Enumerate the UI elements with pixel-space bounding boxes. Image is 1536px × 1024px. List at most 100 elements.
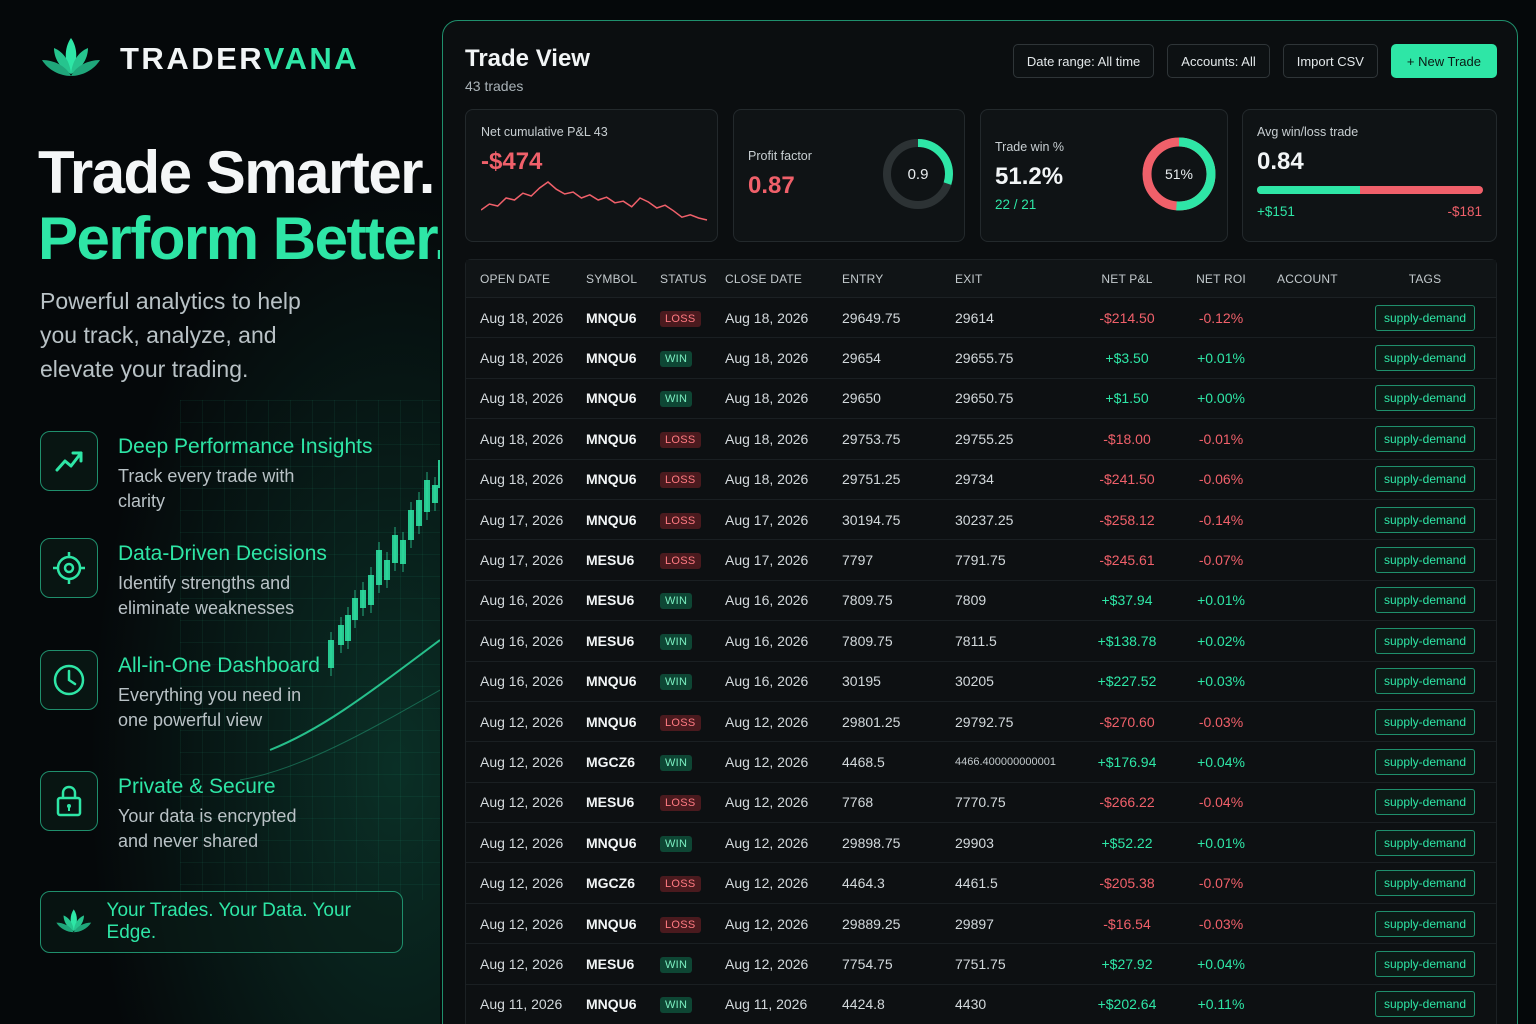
- header-net-pnl[interactable]: NET P&L: [1101, 271, 1153, 286]
- table-row[interactable]: Aug 12, 2026 MESU6 LOSS Aug 12, 2026 7768 777…: [466, 783, 1496, 824]
- table-row[interactable]: Aug 16, 2026 MNQU6 WIN Aug 16, 2026 30195 302…: [466, 662, 1496, 702]
- header-status[interactable]: STATUS: [660, 271, 707, 286]
- open-date-cell: Aug 18, 2026: [480, 430, 564, 447]
- tag-chip[interactable]: supply-demand: [1374, 587, 1476, 614]
- tag-chip[interactable]: supply-demand: [1374, 789, 1476, 816]
- tag-chip[interactable]: supply-demand: [1374, 466, 1476, 493]
- tags-cell: supply-demand: [1355, 345, 1495, 372]
- feature-title: Deep Performance Insights: [118, 435, 373, 458]
- table-row[interactable]: Aug 18, 2026 MNQU6 LOSS Aug 18, 2026 29751.2…: [466, 460, 1496, 500]
- table-row[interactable]: Aug 18, 2026 MNQU6 WIN Aug 18, 2026 29654 296…: [466, 338, 1496, 379]
- table-row[interactable]: Aug 11, 2026 MNQU6 WIN Aug 11, 2026 4424.8 44…: [466, 985, 1496, 1024]
- symbol-cell: MNQU6: [586, 996, 637, 1013]
- avg-win-amount: +$151: [1257, 204, 1295, 219]
- table-row[interactable]: Aug 18, 2026 MNQU6 WIN Aug 18, 2026 29650 296…: [466, 379, 1496, 420]
- header-close-date[interactable]: CLOSE DATE: [725, 271, 803, 286]
- status-cell: LOSS: [660, 470, 725, 489]
- tag-chip[interactable]: supply-demand: [1374, 506, 1476, 533]
- tag-chip[interactable]: supply-demand: [1374, 304, 1476, 331]
- new-trade-button[interactable]: + New Trade: [1390, 44, 1497, 78]
- table-row[interactable]: Aug 12, 2026 MGCZ6 WIN Aug 12, 2026 4468.5 44…: [466, 742, 1496, 783]
- table-row[interactable]: Aug 16, 2026 MESU6 WIN Aug 16, 2026 7809.75 7…: [466, 621, 1496, 662]
- tag-chip[interactable]: supply-demand: [1374, 748, 1476, 775]
- net-pnl-cell: -$266.22: [1099, 794, 1155, 811]
- net-pnl-cell: -$241.50: [1099, 471, 1155, 488]
- exit-cell: 7811.5: [955, 632, 997, 649]
- tag-chip[interactable]: supply-demand: [1374, 668, 1476, 695]
- accounts-button[interactable]: Accounts: All: [1167, 44, 1270, 78]
- tag-chip[interactable]: supply-demand: [1374, 627, 1476, 654]
- tag-chip[interactable]: supply-demand: [1374, 385, 1476, 412]
- candle-body: [416, 500, 422, 526]
- header-open-date[interactable]: OPEN DATE: [480, 271, 551, 286]
- entry-cell: 29650: [842, 390, 881, 407]
- candle-body: [328, 640, 334, 668]
- table-row[interactable]: Aug 17, 2026 MESU6 LOSS Aug 17, 2026 7797 779…: [466, 540, 1496, 581]
- table-row[interactable]: Aug 18, 2026 MNQU6 LOSS Aug 18, 2026 29649.7…: [466, 298, 1496, 339]
- header-account[interactable]: ACCOUNT: [1277, 271, 1338, 286]
- exit-cell: 7791.75: [955, 552, 1006, 569]
- feature-title: Data-Driven Decisions: [118, 542, 327, 565]
- tag-chip[interactable]: supply-demand: [1374, 425, 1476, 452]
- table-row[interactable]: Aug 16, 2026 MESU6 WIN Aug 16, 2026 7809.75 7…: [466, 581, 1496, 622]
- table-row[interactable]: Aug 17, 2026 MNQU6 LOSS Aug 17, 2026 30194.7…: [466, 500, 1496, 541]
- tag-chip[interactable]: supply-demand: [1374, 547, 1476, 574]
- table-row[interactable]: Aug 12, 2026 MNQU6 LOSS Aug 12, 2026 29889.2…: [466, 904, 1496, 945]
- close-date-cell: Aug 16, 2026: [725, 632, 809, 649]
- status-cell: LOSS: [660, 915, 725, 933]
- status-badge: WIN: [660, 391, 693, 408]
- marketing-panel: TRADERVANA Trade Smarter. Perform Better…: [0, 0, 440, 1024]
- net-roi-cell: -0.07%: [1198, 552, 1244, 569]
- symbol-cell: MNQU6: [586, 713, 637, 730]
- header-symbol[interactable]: SYMBOL: [586, 271, 638, 286]
- tag-chip[interactable]: supply-demand: [1374, 345, 1476, 372]
- exit-cell: 29650.75: [955, 390, 1014, 407]
- table-row[interactable]: Aug 12, 2026 MESU6 WIN Aug 12, 2026 7754.75 7…: [466, 944, 1496, 985]
- close-date-cell: Aug 17, 2026: [725, 552, 809, 569]
- win-loss-count: 22 / 21: [995, 197, 1037, 212]
- tag-chip[interactable]: supply-demand: [1374, 708, 1476, 735]
- entry-cell: 29889.25: [842, 915, 901, 932]
- table-body: Aug 18, 2026 MNQU6 LOSS Aug 18, 2026 29649.7…: [466, 298, 1496, 1024]
- feature-desc: Your data is encrypted and never shared: [118, 806, 297, 851]
- status-badge: WIN: [660, 997, 693, 1014]
- net-pnl-cell: -$205.38: [1099, 875, 1155, 892]
- status-badge: WIN: [660, 956, 693, 973]
- entry-cell: 29898.75: [842, 834, 901, 851]
- win-rate-label: Trade win %: [995, 140, 1065, 154]
- symbol-cell: MNQU6: [586, 390, 637, 407]
- tag-chip[interactable]: supply-demand: [1374, 829, 1476, 856]
- candle-body: [438, 460, 440, 488]
- exit-cell: 29792.75: [955, 713, 1014, 730]
- header-net-roi[interactable]: NET ROI: [1196, 271, 1246, 286]
- candle-body: [392, 535, 398, 563]
- entry-cell: 4468.5: [842, 753, 885, 770]
- table-row[interactable]: Aug 12, 2026 MNQU6 WIN Aug 12, 2026 29898.75…: [466, 823, 1496, 864]
- symbol-cell: MNQU6: [586, 471, 637, 488]
- net-pnl-cell: -$18.00: [1103, 430, 1151, 447]
- tags-cell: supply-demand: [1355, 708, 1495, 735]
- table-row[interactable]: Aug 18, 2026 MNQU6 LOSS Aug 18, 2026 29753.7…: [466, 419, 1496, 460]
- pnl-sparkline: [481, 181, 708, 221]
- table-row[interactable]: Aug 12, 2026 MNQU6 LOSS Aug 12, 2026 29801.2…: [466, 702, 1496, 743]
- date-range-button[interactable]: Date range: All time: [1012, 44, 1155, 78]
- candle-body: [368, 575, 374, 605]
- header-tags[interactable]: TAGS: [1408, 271, 1442, 286]
- tag-chip[interactable]: supply-demand: [1374, 950, 1476, 977]
- tag-chip[interactable]: supply-demand: [1374, 910, 1476, 937]
- status-cell: LOSS: [660, 874, 725, 893]
- tags-cell: supply-demand: [1355, 991, 1495, 1018]
- candle-body: [352, 598, 358, 620]
- import-csv-button[interactable]: Import CSV: [1282, 44, 1378, 78]
- tag-chip[interactable]: supply-demand: [1374, 870, 1476, 897]
- status-cell: WIN: [660, 349, 725, 368]
- win-rate-ring: 51%: [1142, 137, 1216, 211]
- tags-cell: supply-demand: [1355, 789, 1495, 816]
- table-row[interactable]: Aug 12, 2026 MGCZ6 LOSS Aug 12, 2026 4464.3 4…: [466, 863, 1496, 904]
- net-roi-cell: +0.01%: [1197, 592, 1245, 609]
- feature-desc: Everything you need in one powerful view: [118, 685, 302, 730]
- header-exit[interactable]: EXIT: [955, 271, 983, 286]
- tag-chip[interactable]: supply-demand: [1374, 991, 1476, 1018]
- header-entry[interactable]: ENTRY: [842, 271, 884, 286]
- entry-cell: 7809.75: [842, 592, 893, 609]
